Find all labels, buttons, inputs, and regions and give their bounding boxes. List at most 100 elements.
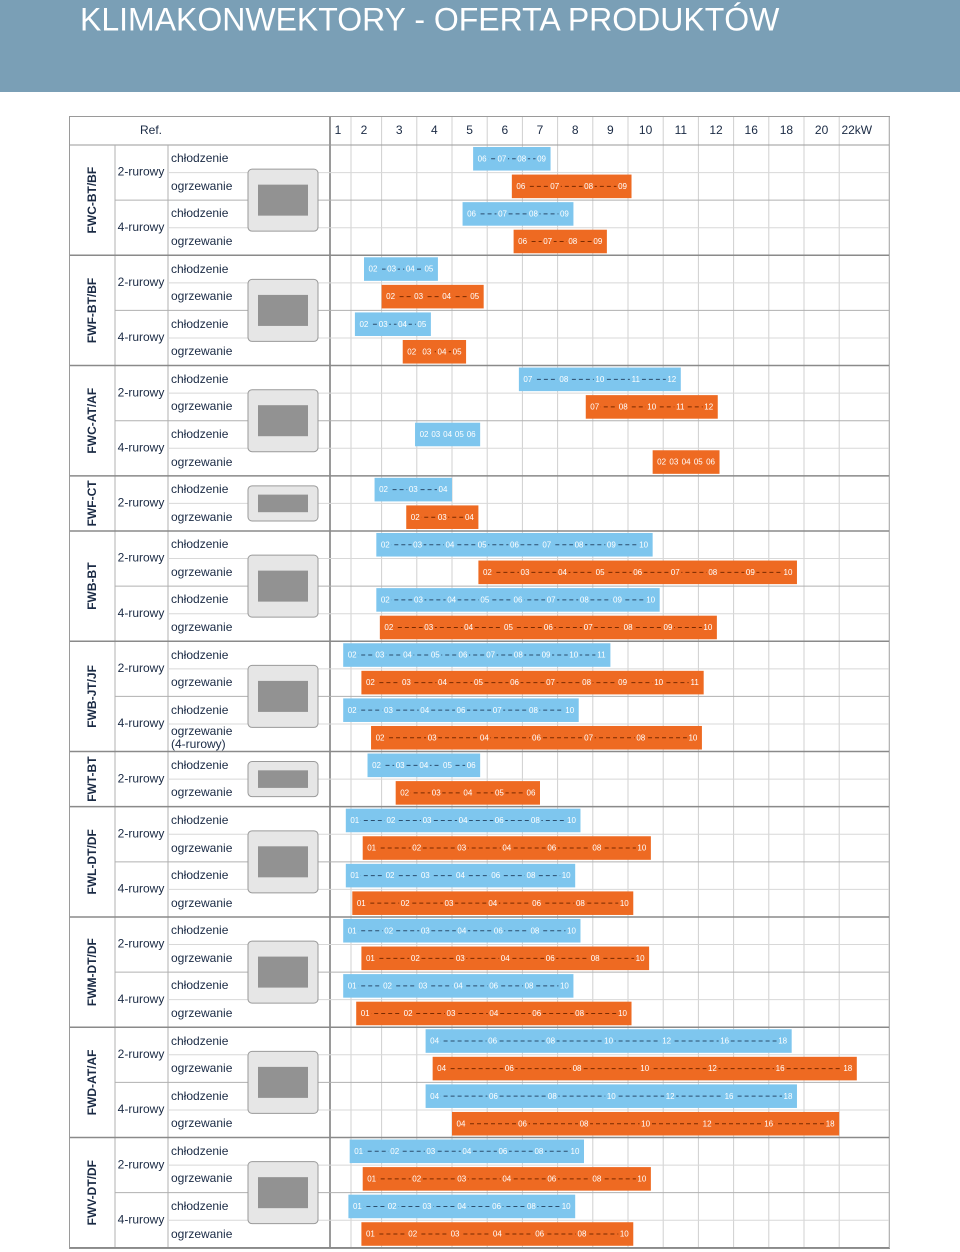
model-chip bbox=[558, 208, 571, 219]
model-label: 10 bbox=[640, 1064, 649, 1073]
model-chip bbox=[664, 1091, 677, 1102]
model-label: 08 bbox=[592, 844, 601, 853]
model-label: 07 bbox=[590, 403, 599, 412]
mode-label: ogrzewanie bbox=[171, 344, 233, 359]
model-label: 04 bbox=[406, 265, 415, 274]
family-label: FWB-BT bbox=[85, 562, 99, 610]
model-label: 07 bbox=[584, 623, 593, 632]
model-chip bbox=[365, 843, 378, 854]
model-label: 08 bbox=[568, 237, 577, 246]
pipe-label: 4-rurowy bbox=[118, 440, 165, 454]
model-chip bbox=[457, 815, 470, 826]
model-chip bbox=[348, 870, 361, 881]
model-label: 06 bbox=[467, 430, 476, 439]
model-chip bbox=[544, 953, 557, 964]
mode-label: ogrzewanie bbox=[171, 675, 233, 690]
model-chip bbox=[409, 953, 422, 964]
mode-box: chłodzenie bbox=[171, 428, 228, 441]
model-label: 04 bbox=[502, 1174, 511, 1183]
model-label: 16 bbox=[720, 1037, 729, 1046]
range-bar bbox=[364, 257, 438, 281]
model-label: 07 bbox=[546, 678, 555, 687]
model-chip bbox=[535, 153, 548, 164]
mode-box: ogrzewanie bbox=[171, 621, 232, 634]
model-chip bbox=[569, 1146, 581, 1157]
model-label: 02 bbox=[411, 513, 420, 522]
model-chip bbox=[398, 787, 411, 798]
mode-box: ogrzewanie bbox=[171, 179, 232, 192]
model-chip bbox=[541, 236, 554, 247]
model-label: 07 bbox=[550, 182, 559, 191]
ref-label: Ref. bbox=[140, 123, 162, 137]
model-chip bbox=[580, 677, 593, 688]
model-chip bbox=[618, 1229, 631, 1240]
model-label: 08 bbox=[619, 403, 628, 412]
model-chip bbox=[417, 760, 430, 771]
model-chip bbox=[667, 457, 680, 468]
model-chip bbox=[512, 650, 525, 661]
mode-box: ogrzewanie bbox=[171, 290, 232, 303]
model-chip bbox=[518, 567, 531, 578]
model-label: 07 bbox=[584, 733, 593, 742]
model-label: 03 bbox=[457, 844, 466, 853]
model-label: 03 bbox=[414, 292, 423, 301]
mode-box: chłodzenie bbox=[171, 262, 228, 275]
model-chip bbox=[379, 594, 392, 605]
model-label: 02 bbox=[412, 844, 421, 853]
model-label: 16 bbox=[776, 1064, 785, 1073]
model-label: 04 bbox=[457, 926, 466, 935]
model-label: 04 bbox=[438, 347, 447, 356]
model-chip bbox=[718, 1036, 731, 1047]
model-label: 02 bbox=[386, 292, 395, 301]
model-label: 04 bbox=[443, 430, 452, 439]
model-label: 09 bbox=[542, 651, 551, 660]
mode-label: chłodzenie bbox=[171, 1088, 229, 1103]
model-label: 06 bbox=[505, 1064, 514, 1073]
model-chip bbox=[525, 1201, 538, 1212]
model-chip bbox=[655, 457, 668, 468]
model-chip bbox=[352, 1146, 365, 1157]
model-chip bbox=[527, 208, 540, 219]
model-label: 04 bbox=[558, 568, 567, 577]
mode-label: chłodzenie bbox=[171, 757, 229, 772]
model-label: 06 bbox=[510, 540, 519, 549]
mode-label: chłodzenie bbox=[171, 1033, 229, 1048]
mode-box: chłodzenie bbox=[171, 869, 228, 882]
model-label: 18 bbox=[784, 1092, 793, 1101]
model-label: 10 bbox=[567, 816, 576, 825]
model-label: 02 bbox=[348, 651, 357, 660]
mode-label: chłodzenie bbox=[171, 206, 229, 221]
model-label: 04 bbox=[462, 1147, 471, 1156]
model-label: 05 bbox=[596, 568, 605, 577]
model-chip bbox=[388, 1146, 401, 1157]
model-label: 04 bbox=[456, 871, 465, 880]
model-chip bbox=[533, 1229, 546, 1240]
model-label: 10 bbox=[647, 403, 656, 412]
model-label: 03 bbox=[521, 568, 530, 577]
model-label: 10 bbox=[654, 678, 663, 687]
model-chip bbox=[590, 843, 603, 854]
family-label: FWT-BT bbox=[85, 756, 99, 802]
pipe-label: 4-rurowy bbox=[118, 992, 165, 1006]
mode-label: chłodzenie bbox=[171, 647, 229, 662]
model-label: 09 bbox=[537, 154, 546, 163]
model-chip bbox=[593, 374, 606, 385]
model-label: 06 bbox=[546, 954, 555, 963]
pipe-label: 2-rurowy bbox=[118, 661, 165, 675]
model-label: 04 bbox=[459, 816, 468, 825]
model-label: 02 bbox=[483, 568, 492, 577]
model-chip bbox=[428, 1036, 441, 1047]
model-label: 08 bbox=[548, 1092, 557, 1101]
model-chip bbox=[412, 291, 425, 302]
model-chip bbox=[435, 346, 448, 357]
model-chip bbox=[437, 484, 449, 495]
model-chip bbox=[545, 1173, 558, 1184]
mode-label: ogrzewanie bbox=[171, 1171, 233, 1186]
model-chip bbox=[396, 319, 409, 330]
model-label: 03 bbox=[451, 1230, 460, 1239]
model-label: 08 bbox=[514, 651, 523, 660]
model-chip bbox=[346, 650, 359, 661]
family-label: FWL-DT/DF bbox=[85, 829, 99, 894]
mode-label: ogrzewanie bbox=[171, 564, 233, 579]
